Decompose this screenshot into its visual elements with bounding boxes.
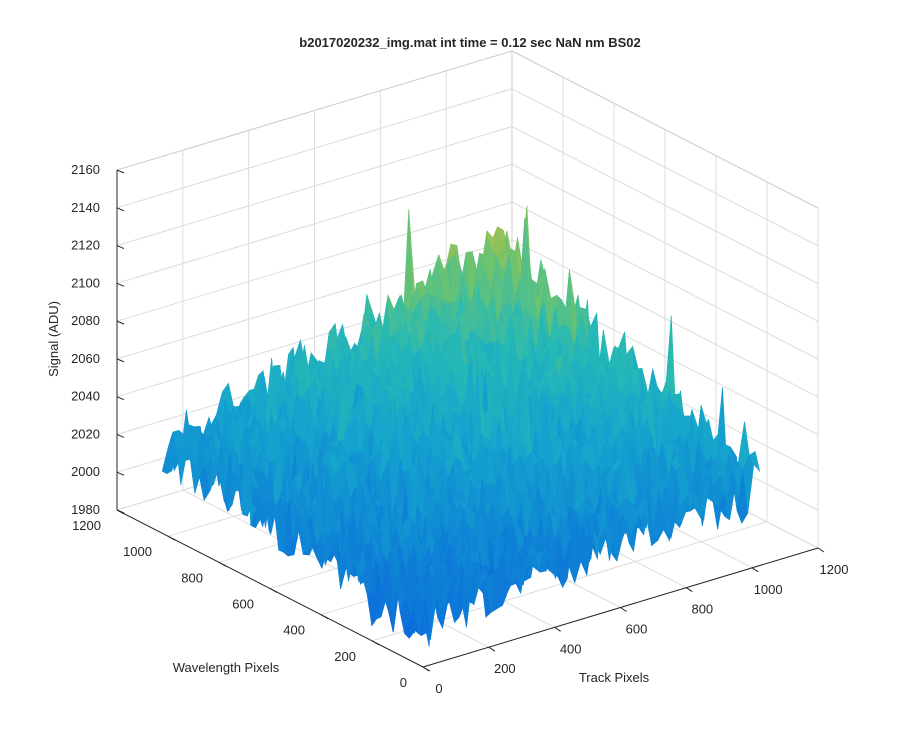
z-tick-label: 2040 [71,389,100,404]
y-axis-tick [269,588,278,593]
x-axis-label: Track Pixels [579,670,650,685]
z-tick-label: 2000 [71,464,100,479]
y-axis-tick [167,535,176,541]
z-tick-label: 2160 [71,162,100,177]
back-wall-gridline-z [116,201,513,322]
z-tick-label: 2140 [71,200,100,215]
z-axis-tick [116,509,125,514]
x-tick-label: 400 [560,641,582,656]
z-tick-label: 2120 [71,238,100,253]
x-tick-label: 600 [626,622,648,637]
z-tick-label: 1980 [71,502,100,517]
side-wall-gridline-z [511,88,819,247]
x-tick-label: 200 [494,661,516,676]
z-axis-tick [116,282,125,287]
z-tick-label: 2100 [71,275,100,290]
y-tick-label: 600 [232,597,254,612]
box-edge [511,50,819,209]
back-wall-gridline-z [116,126,513,247]
side-wall-gridline-z [511,163,819,322]
y-axis-tick [422,666,431,672]
y-tick-label: 200 [334,649,356,664]
back-wall-gridline-z [116,88,513,209]
surface-patch [748,451,761,472]
z-tick-label: 2020 [71,426,100,441]
z-axis-tick [116,396,125,401]
x-axis-tick [488,646,496,652]
x-tick-label: 1200 [820,562,849,577]
side-wall-gridline-z [511,126,819,285]
floor-gridline-y [371,521,768,642]
z-axis-tick [116,433,125,438]
surface [161,205,761,647]
x-axis-tick [620,607,627,612]
chart-title: b2017020232_img.mat int time = 0.12 sec … [299,35,640,50]
x-axis-tick [686,587,693,593]
tick-labels: 0 200 400 600 800 1000 1200 0 200 400 600 800 1000 12… [71,162,848,696]
z-axis-label: Signal (ADU) [46,301,61,377]
x-tick-label: 1000 [754,582,783,597]
x-axis-tick [554,626,561,632]
y-tick-label: 1200 [72,518,101,533]
axes [116,169,825,672]
z-tick-label: 2080 [71,313,100,328]
z-tick-label: 2060 [71,351,100,366]
z-axis-tick [116,245,125,250]
z-axis-tick [116,320,125,325]
y-axis-label: Wavelength Pixels [173,660,280,675]
x-axis-tick [751,567,759,573]
back-wall-gridline-z [116,163,513,284]
x-tick-label: 0 [435,681,442,696]
y-axis-tick [371,640,380,646]
x-axis-tick [817,547,825,553]
box-edge [116,50,513,171]
side-wall-gridline-z [511,239,819,398]
z-axis-tick [116,207,125,212]
x-tick-label: 800 [691,602,713,617]
side-wall-gridline-z [511,201,819,360]
y-tick-label: 800 [181,570,203,585]
y-axis-tick [320,614,329,620]
y-tick-label: 1000 [123,544,152,559]
y-tick-label: 400 [283,623,305,638]
z-axis-tick [116,358,125,363]
z-axis-tick [116,169,125,174]
back-wall-gridline-z [116,239,513,360]
z-axis-tick [116,471,125,476]
y-axis-tick [218,561,227,567]
y-tick-label: 0 [400,675,407,690]
